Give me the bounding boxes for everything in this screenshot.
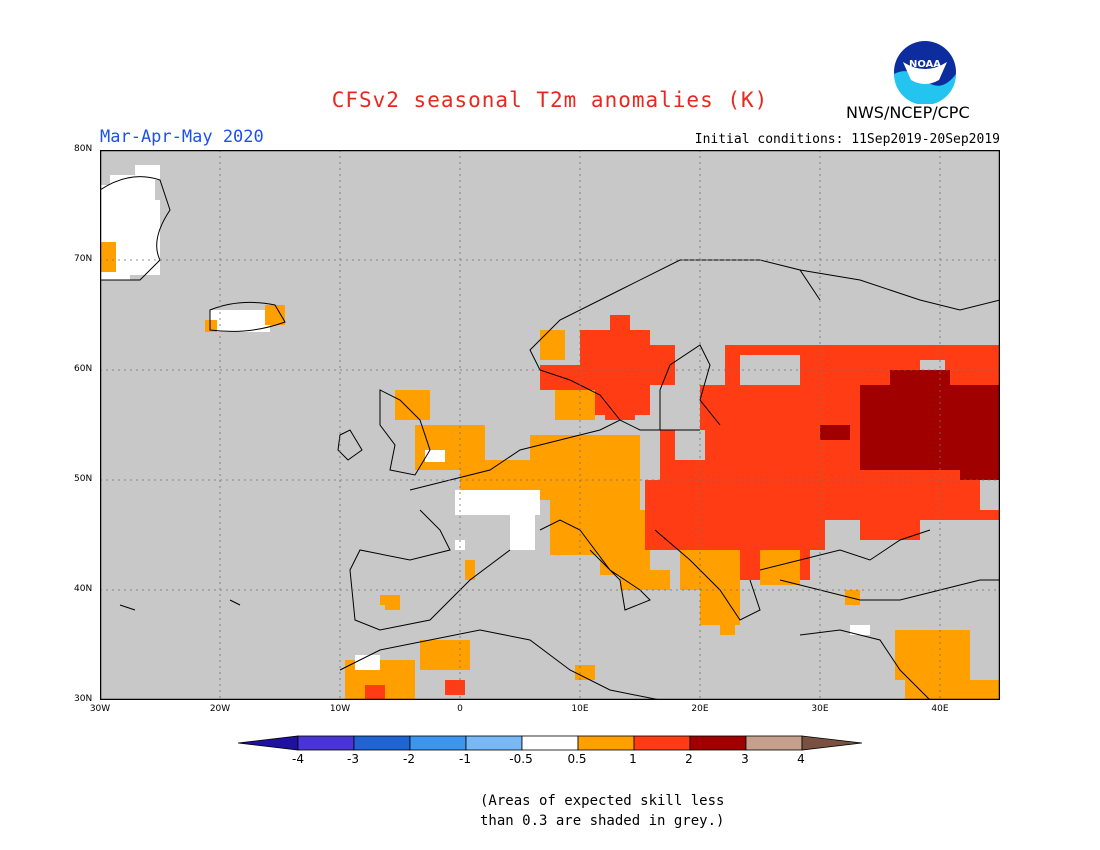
skill-note-line-2: than 0.3 are shaded in grey.): [480, 813, 725, 829]
graticule: [100, 150, 1000, 700]
russia-darkred-region: [820, 370, 1000, 480]
anomaly-map: [100, 150, 1000, 700]
lon-label-0: 0: [457, 704, 463, 714]
lon-label-20e: 20E: [691, 704, 709, 714]
colorbar-box: [633, 735, 691, 751]
colorbar-box: [689, 735, 747, 751]
colorbar-label: 3: [741, 752, 749, 766]
colorbar-label: -0.5: [509, 752, 533, 766]
colorbar-box: [297, 735, 355, 751]
colorbar-box: [409, 735, 467, 751]
map-title: CFSv2 seasonal T2m anomalies (K): [331, 88, 769, 112]
skill-note-line-1: (Areas of expected skill less: [480, 793, 725, 809]
colorbar-box: [465, 735, 523, 751]
initial-conditions: Initial conditions: 11Sep2019-20Sep2019: [694, 132, 1000, 147]
greenland-white-region: [100, 165, 160, 280]
lon-label-30w: 30W: [89, 704, 111, 714]
greenland-orange-region: [100, 242, 116, 272]
lat-label-40n: 40N: [74, 584, 93, 594]
colorbar-label: 0.5: [567, 752, 587, 766]
forecast-period: Mar-Apr-May 2020: [100, 127, 264, 147]
colorbar-label: -4: [292, 752, 304, 766]
noaa-logo-icon: NOAA: [894, 41, 956, 104]
colorbar-box: [577, 735, 635, 751]
colorbar-box: [353, 735, 411, 751]
western-europe-white-region: [425, 450, 540, 550]
colorbar-arrow-right: [801, 735, 862, 751]
lat-label-50n: 50N: [74, 474, 93, 484]
agency-label: NWS/NCEP/CPC: [846, 103, 970, 122]
colorbar-label: -3: [347, 752, 359, 766]
eastern-europe-grey-gaps: [675, 345, 1000, 510]
colorbar-arrow-left: [238, 735, 299, 751]
lon-label-20w: 20W: [209, 704, 231, 714]
lon-label-30e: 30E: [811, 704, 829, 714]
lat-label-30n: 30N: [74, 694, 93, 704]
colorbar-label: 2: [685, 752, 693, 766]
western-europe-orange-region: [385, 390, 670, 610]
colorbar-box: [521, 735, 579, 751]
colorbar-label: 1: [629, 752, 637, 766]
colorbar-label: -1: [459, 752, 471, 766]
map-frame: [100, 150, 1000, 700]
colorbar-box: [745, 735, 803, 751]
lat-label-80n: 80N: [74, 144, 93, 154]
lat-label-60n: 60N: [74, 364, 93, 374]
logo-text: NOAA: [909, 59, 941, 70]
balkans-orange-region: [630, 550, 800, 635]
lon-label-10e: 10E: [571, 704, 589, 714]
north-africa-white-region: [355, 625, 870, 670]
skill-note: (Areas of expected skill less than 0.3 a…: [480, 791, 724, 831]
lat-label-70n: 70N: [74, 254, 93, 264]
colorbar: [238, 735, 862, 751]
iceland-region: [205, 305, 285, 332]
colorbar-label: -2: [403, 752, 415, 766]
north-africa-orange-region: [345, 590, 1000, 700]
lon-label-40e: 40E: [931, 704, 949, 714]
lon-label-10w: 10W: [329, 704, 351, 714]
colorbar-label: 4: [797, 752, 805, 766]
coastlines: [100, 176, 1000, 700]
